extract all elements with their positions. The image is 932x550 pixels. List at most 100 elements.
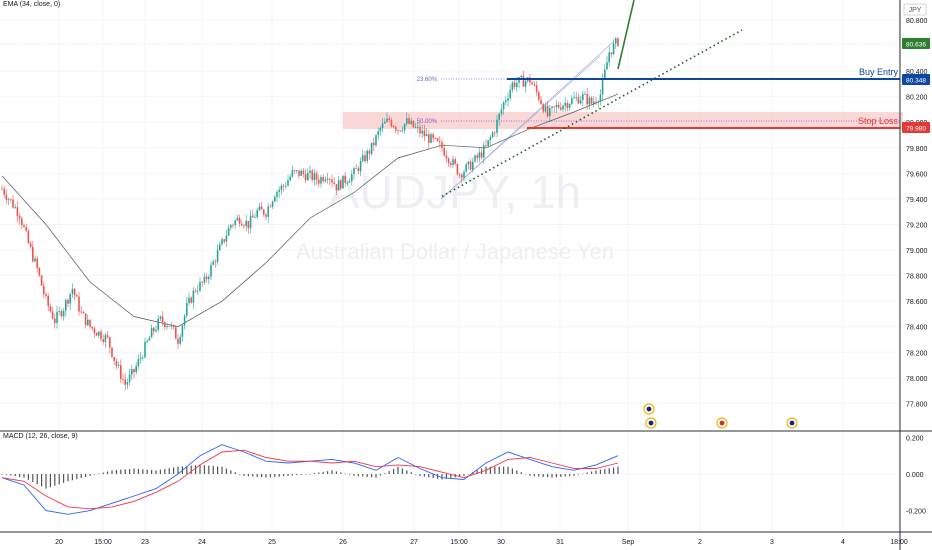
macd-histogram-bar xyxy=(397,466,399,474)
candle-body xyxy=(546,105,549,117)
candle-body xyxy=(260,206,263,210)
macd-histogram-bar xyxy=(269,474,271,478)
candle-body xyxy=(60,311,63,317)
macd-histogram-bar xyxy=(146,469,148,474)
candle-body xyxy=(177,338,179,344)
macd-histogram-bar xyxy=(582,473,584,475)
candle-body xyxy=(164,322,166,328)
macd-histogram-bar xyxy=(67,474,69,482)
candle-body xyxy=(324,179,327,182)
event-icons[interactable] xyxy=(643,403,798,429)
candle-body xyxy=(223,239,225,242)
time-tick-label: 15:00 xyxy=(450,539,468,546)
candle-body xyxy=(76,295,78,297)
macd-histogram-bar xyxy=(586,472,588,474)
candle-body xyxy=(109,337,111,348)
candle-body xyxy=(131,369,133,375)
macd-histogram-bar xyxy=(379,474,381,476)
candle-body xyxy=(606,62,608,70)
macd-histogram-bar xyxy=(217,466,219,474)
candle-body xyxy=(69,293,71,304)
macd-histogram-bar xyxy=(93,474,95,475)
macd-histogram-bar xyxy=(1,474,3,475)
candle-body xyxy=(458,174,461,176)
time-tick-label: 20 xyxy=(55,539,63,546)
ema-indicator-label[interactable]: EMA (34, close, 0) xyxy=(3,1,61,8)
macd-histogram-bar xyxy=(423,474,425,477)
candle-body xyxy=(205,276,208,280)
macd-histogram-bar xyxy=(494,466,496,474)
candle-body xyxy=(485,145,487,147)
candle-body xyxy=(95,333,98,336)
macd-histogram-bar xyxy=(32,474,34,483)
candle-body xyxy=(355,168,357,169)
macd-histogram-bar xyxy=(54,474,56,486)
macd-histogram-bar xyxy=(291,474,293,476)
macd-histogram-bar xyxy=(76,474,78,480)
macd-histogram-bar xyxy=(463,474,465,476)
candle-body xyxy=(212,261,214,265)
candle-body xyxy=(150,327,153,338)
macd-histogram-bar xyxy=(309,474,311,475)
trade-levels[interactable]: Buy Entry Stop Loss xyxy=(441,0,900,198)
candle-body xyxy=(342,175,344,189)
macd-histogram-bar xyxy=(564,474,566,477)
candle-body xyxy=(500,109,503,114)
macd-histogram-bar xyxy=(538,474,540,477)
stop-loss-label: Stop Loss xyxy=(858,116,899,126)
candle-body xyxy=(208,276,210,280)
price-tick-label: 78.800 xyxy=(906,274,928,281)
candle-body xyxy=(417,126,419,128)
macd-histogram-bar xyxy=(375,474,377,478)
candle-body xyxy=(560,107,562,110)
candle-body xyxy=(192,290,195,303)
candle-body xyxy=(542,104,544,112)
candle-body xyxy=(364,155,366,162)
time-tick-label: 15:00 xyxy=(94,539,112,546)
candle-body xyxy=(227,227,230,236)
candle-body xyxy=(51,311,54,319)
macd-histogram-bar xyxy=(36,474,38,485)
candle-body xyxy=(406,118,408,124)
macd-histogram-bar xyxy=(520,472,522,474)
candle-body xyxy=(249,215,252,229)
candle-body xyxy=(454,159,456,164)
macd-histogram-bar xyxy=(300,474,302,475)
candle-body xyxy=(483,145,485,158)
candle-body xyxy=(49,306,52,312)
macd-histogram-bar xyxy=(437,474,439,479)
macd-indicator-label[interactable]: MACD (12, 26, close, 9) xyxy=(3,433,78,440)
price-badge xyxy=(902,122,930,133)
candle-body xyxy=(71,288,74,294)
candle-body xyxy=(276,191,278,197)
candle-body xyxy=(509,89,511,99)
candle-body xyxy=(12,199,14,208)
macd-histogram-bar xyxy=(511,468,513,474)
macd-histogram-bar xyxy=(124,469,126,474)
candle-body xyxy=(443,148,445,156)
macd-histogram-bar xyxy=(608,468,610,474)
macd-histogram-bar xyxy=(155,470,157,474)
macd-histogram-bar xyxy=(239,474,241,475)
candle-body xyxy=(507,98,509,101)
candle-body xyxy=(245,220,247,227)
candle-body xyxy=(34,258,36,262)
candle-body xyxy=(335,184,338,191)
macd-histogram-bar xyxy=(599,469,601,474)
candle-body xyxy=(608,52,610,63)
candle-body xyxy=(216,250,219,263)
candle-body xyxy=(291,170,294,177)
macd-histogram-bar xyxy=(441,474,443,480)
candle-body xyxy=(269,206,272,208)
macd-histogram-bar xyxy=(230,470,232,474)
macd-histogram-bar xyxy=(313,473,315,474)
macd-histogram-bar xyxy=(604,468,606,474)
candle-body xyxy=(590,97,593,104)
candle-body xyxy=(331,179,333,183)
macd-histogram-bar xyxy=(551,474,553,478)
candle-body xyxy=(397,130,399,132)
macd-histogram-bar xyxy=(410,472,412,474)
